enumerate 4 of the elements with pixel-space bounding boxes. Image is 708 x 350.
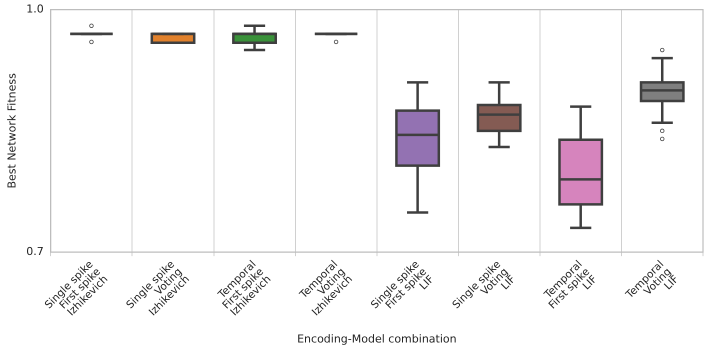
- y-tick-label: 1.0: [26, 2, 44, 16]
- y-axis-title: Best Network Fitness: [5, 72, 18, 189]
- x-axis-title: Encoding-Model combination: [297, 332, 457, 346]
- y-tick-label: 0.7: [26, 244, 44, 258]
